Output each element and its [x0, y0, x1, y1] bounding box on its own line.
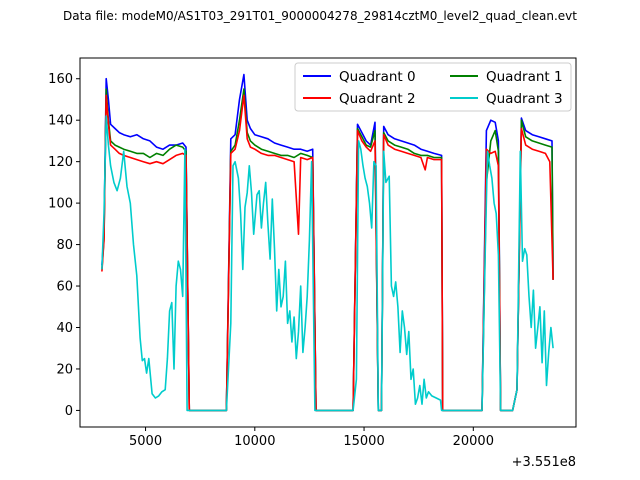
legend-label-quadrant-0: Quadrant 0	[339, 69, 416, 85]
y-tick-label: 60	[56, 280, 73, 295]
y-tick-label: 120	[48, 155, 73, 170]
x-tick-label: 5000	[129, 434, 162, 449]
legend-label-quadrant-3: Quadrant 3	[486, 91, 563, 107]
legend: Quadrant 0 Quadrant 1 Quadrant 2 Quadrant 3	[294, 62, 572, 112]
plot-frame	[79, 57, 577, 428]
x-axis-offset-label: +3.551e8	[512, 455, 576, 470]
series-line-quadrant-0	[101, 73, 554, 412]
legend-label-quadrant-2: Quadrant 2	[339, 91, 416, 107]
x-tick-label: 20000	[453, 434, 494, 449]
y-tick-label: 140	[48, 114, 73, 129]
series-line-quadrant-2	[101, 94, 554, 412]
chart-title: Data file: modeM0/AS1T03_291T01_90000042…	[63, 9, 577, 23]
y-tick-label: 80	[56, 238, 73, 253]
x-tick-label: 15000	[343, 434, 384, 449]
y-tick-label: 160	[48, 72, 73, 87]
x-axis: 5000 10000 15000 20000	[129, 427, 494, 449]
y-tick-label: 100	[48, 197, 73, 212]
y-axis: 0 20 40 60 80 100 120 140 160	[48, 72, 80, 419]
y-tick-label: 40	[56, 321, 73, 336]
y-tick-label: 20	[56, 362, 73, 377]
legend-box	[294, 62, 572, 112]
x-tick-label: 10000	[234, 434, 275, 449]
series-line-quadrant-3	[101, 115, 554, 412]
legend-label-quadrant-1: Quadrant 1	[486, 69, 563, 85]
y-tick-label: 0	[65, 404, 73, 419]
series-layer	[101, 73, 554, 412]
